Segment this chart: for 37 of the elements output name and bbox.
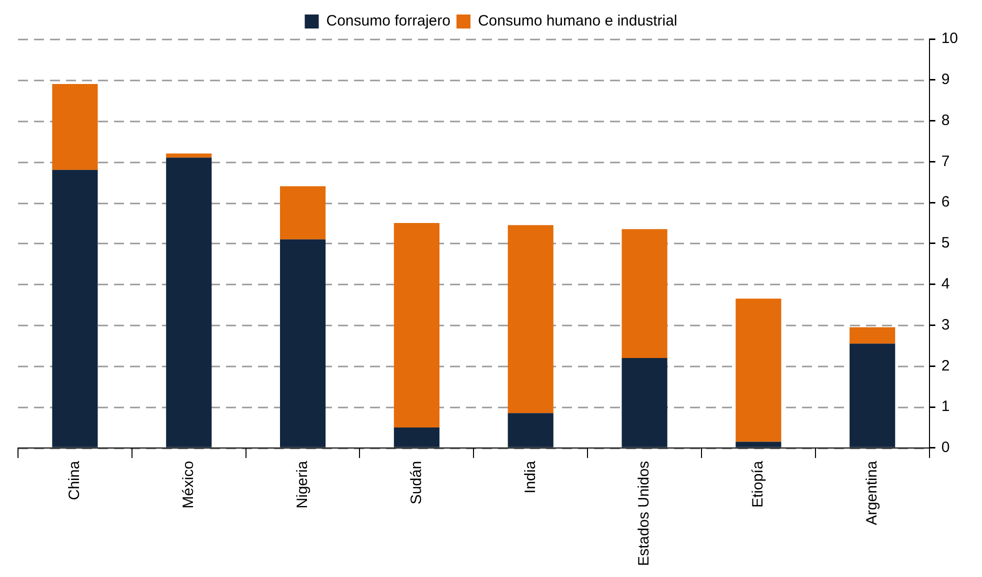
y-tick-label: 5	[941, 234, 950, 252]
y-tick-label: 7	[941, 152, 950, 170]
bar	[736, 298, 782, 442]
x-tick-label: Etiopía	[750, 460, 767, 508]
x-tick-label: México	[180, 460, 198, 508]
y-tick-label: 6	[941, 194, 950, 211]
x-tick-label: Argentina	[864, 460, 880, 526]
bar	[508, 413, 554, 448]
bar	[166, 154, 212, 158]
x-tick-label: Sudán	[408, 460, 425, 504]
y-tick-label: 0	[941, 439, 950, 456]
x-tick-label: Nigeria	[294, 460, 311, 508]
x-tick-label: China	[66, 460, 84, 500]
y-tick-label: 9	[941, 71, 950, 88]
bar	[850, 344, 896, 448]
bar	[166, 158, 212, 448]
legend-label: Consumo forrajero	[326, 12, 450, 30]
y-tick-label: 4	[941, 276, 950, 293]
x-tick-label: Estados Unidos	[636, 460, 653, 566]
y-tick-label: 3	[941, 316, 950, 334]
y-tick-label: 8	[941, 112, 950, 129]
bar	[280, 239, 326, 448]
y-tick-label: 10	[941, 30, 958, 48]
bar	[508, 225, 554, 414]
x-tick-label: India	[522, 460, 539, 494]
bar	[736, 442, 782, 448]
bar	[394, 427, 440, 448]
bar	[52, 84, 98, 170]
bar	[394, 223, 440, 428]
bar	[622, 358, 668, 448]
y-tick-label: 2	[941, 357, 950, 374]
bar	[280, 186, 326, 240]
y-tick-label: 1	[941, 398, 950, 416]
bar	[850, 327, 896, 344]
bar	[52, 170, 98, 448]
bar	[622, 229, 668, 358]
legend-label: Consumo humano e industrial	[478, 12, 678, 30]
